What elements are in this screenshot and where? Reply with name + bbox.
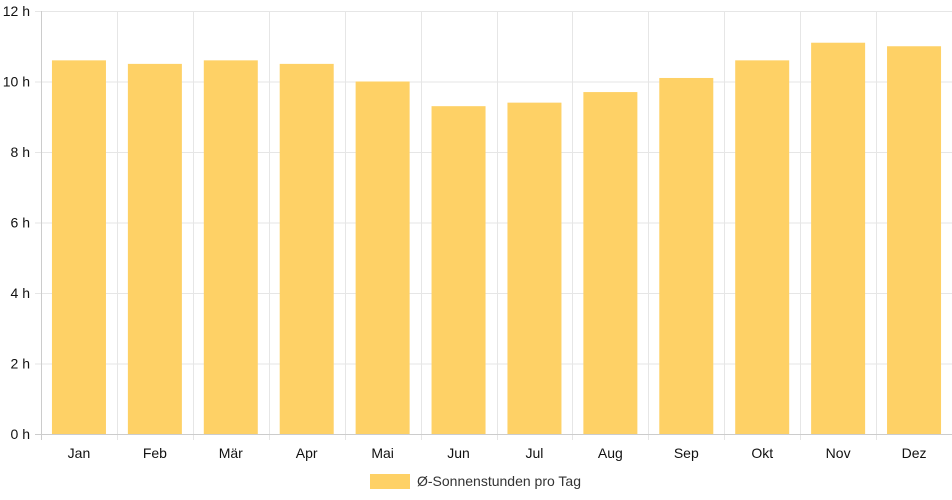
x-tick-label: Dez	[902, 445, 927, 461]
x-axis-tick-labels: Jan Feb Mär Apr Mai Jun Jul Aug Sep Okt Nov Dez	[68, 445, 927, 461]
x-tick-label: Okt	[751, 445, 773, 461]
bar-Nov[interactable]	[811, 42, 866, 434]
bar-Jun[interactable]	[431, 106, 486, 435]
legend-swatch	[370, 474, 410, 489]
bar-Feb[interactable]	[127, 63, 182, 434]
bar-Apr[interactable]	[279, 63, 334, 434]
y-tick-label: 8 h	[11, 144, 30, 160]
y-tick-label: 12 h	[3, 3, 30, 19]
y-tick-label: 0 h	[11, 426, 30, 442]
x-tick-label: Mär	[219, 445, 243, 461]
x-tick-label: Nov	[826, 445, 851, 461]
x-tick-label: Jul	[526, 445, 544, 461]
x-tick-label: Apr	[296, 445, 318, 461]
bar-Aug[interactable]	[583, 92, 638, 434]
x-tick-label: Sep	[674, 445, 699, 461]
x-tick-label: Jun	[447, 445, 470, 461]
bar-Sep[interactable]	[659, 77, 714, 434]
x-tick-label: Aug	[598, 445, 623, 461]
y-tick-label: 4 h	[11, 285, 30, 301]
legend[interactable]: Ø-Sonnenstunden pro Tag	[370, 473, 581, 489]
y-axis-tick-labels: 0 h 2 h 4 h 6 h 8 h 10 h 12 h	[3, 3, 30, 442]
gridlines	[35, 11, 952, 440]
x-tick-label: Jan	[68, 445, 91, 461]
y-tick-label: 2 h	[11, 356, 30, 372]
x-tick-label: Feb	[143, 445, 167, 461]
bar-Dez[interactable]	[887, 46, 942, 434]
legend-label: Ø-Sonnenstunden pro Tag	[417, 473, 581, 489]
bar-Jan[interactable]	[51, 60, 106, 434]
bar-Mär[interactable]	[203, 60, 258, 434]
bar-Jul[interactable]	[507, 102, 562, 435]
bars	[51, 42, 942, 435]
y-tick-label: 6 h	[11, 215, 30, 231]
y-tick-label: 10 h	[3, 74, 30, 90]
bar-Mai[interactable]	[355, 81, 410, 435]
x-tick-label: Mai	[371, 445, 394, 461]
bar-Okt[interactable]	[735, 60, 790, 434]
